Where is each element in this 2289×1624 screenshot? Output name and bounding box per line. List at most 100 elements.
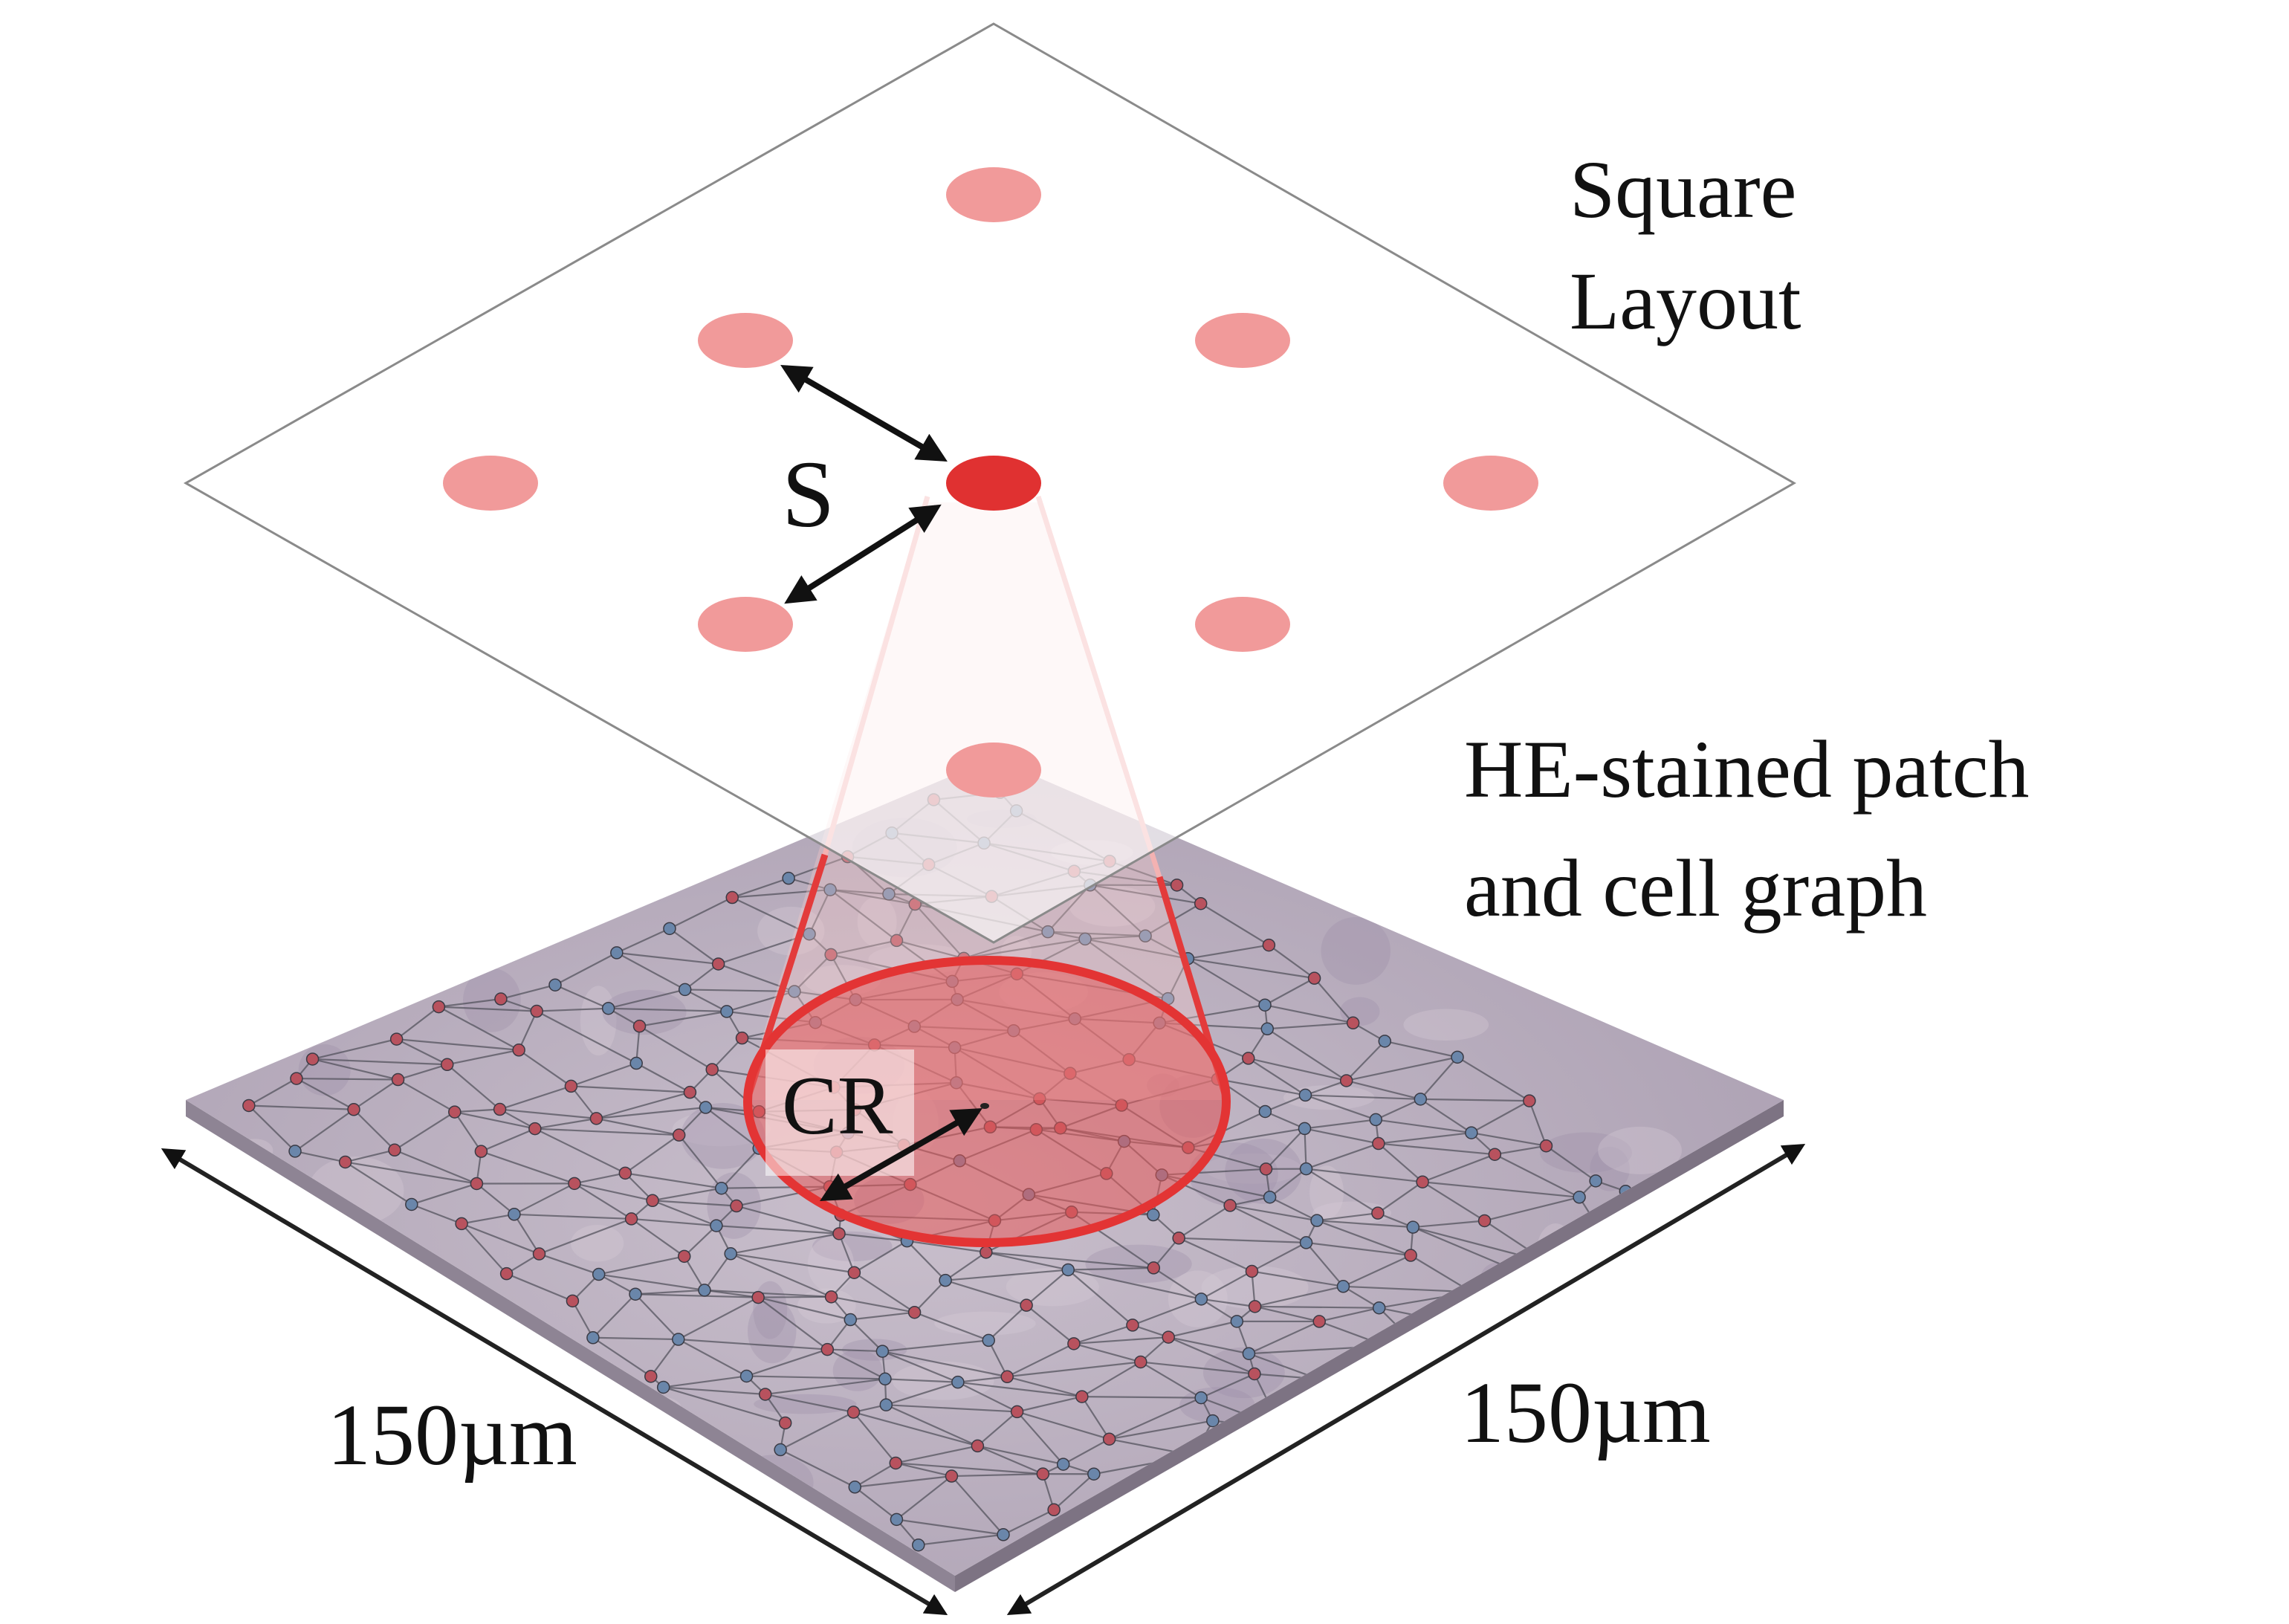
tissue-blob: [1356, 1412, 1393, 1452]
cell-node: [1488, 1148, 1502, 1161]
cell-node: [1194, 1391, 1208, 1405]
cell-node: [1307, 971, 1321, 985]
cell-node: [347, 1103, 360, 1116]
graph-edge: [1313, 977, 1354, 1024]
cell-node: [589, 1112, 603, 1125]
cell-node: [848, 1481, 862, 1494]
graph-edge: [1579, 1261, 1589, 1304]
cell-node: [803, 927, 816, 941]
spacing-arrow-lower: [784, 504, 942, 604]
cell-node: [710, 1219, 723, 1232]
graph-edge: [1264, 977, 1315, 1006]
cell-node: [440, 1058, 454, 1072]
cell-node: [632, 1019, 647, 1033]
tissue-blob: [571, 1225, 624, 1262]
graph-edge: [951, 1475, 1004, 1536]
cell-node: [494, 992, 508, 1006]
cell-node: [739, 1369, 754, 1383]
cell-node: [971, 1439, 985, 1453]
cell-node: [432, 1000, 446, 1014]
cell-node: [1406, 1220, 1420, 1234]
graph-edge: [1466, 1302, 1581, 1327]
cell-node: [678, 983, 692, 997]
cell-node: [508, 1208, 521, 1221]
graph-edge: [396, 1038, 519, 1051]
graph-edge: [1471, 1131, 1547, 1147]
cell-node: [1336, 1280, 1350, 1293]
cell-node: [1075, 1390, 1089, 1403]
cell-node: [724, 1247, 737, 1261]
cell-node: [1263, 1190, 1277, 1204]
spot: [1195, 313, 1290, 368]
graph-edge: [616, 951, 686, 991]
cell-node: [1372, 1301, 1386, 1315]
graph-edge: [312, 1058, 398, 1081]
cell-node: [288, 1145, 302, 1158]
cell-node: [1248, 1367, 1261, 1381]
cell-node: [1541, 1255, 1554, 1269]
graph-edge: [596, 1117, 679, 1136]
graph-edge: [1266, 1028, 1347, 1081]
cell-node: [939, 1273, 952, 1287]
cell-node: [1172, 1232, 1185, 1245]
cell-node: [677, 1249, 691, 1264]
graph-edge: [1345, 1041, 1386, 1081]
cell-node: [715, 1181, 728, 1195]
cell-node: [1056, 1458, 1070, 1471]
cell-node: [1248, 1300, 1262, 1313]
cell-node: [1589, 1174, 1602, 1188]
cell-node: [290, 1072, 303, 1085]
graph-edge: [1248, 1058, 1307, 1096]
graph-edge: [896, 939, 965, 960]
graph-edge: [1200, 902, 1269, 946]
cell-node: [844, 1313, 858, 1327]
cell-node: [644, 1370, 658, 1383]
graph-edge: [1604, 1235, 1729, 1243]
cell-node: [1518, 1267, 1532, 1281]
cell-node: [1574, 1296, 1587, 1310]
graph-edge: [830, 939, 897, 956]
cell-node: [1126, 1319, 1139, 1332]
cell-node: [1477, 1214, 1492, 1228]
graph-edge: [398, 1064, 448, 1081]
cell-node: [499, 1266, 514, 1281]
graph-edge: [554, 984, 609, 1009]
cell-node: [982, 1333, 995, 1348]
cell-node: [1298, 1088, 1312, 1102]
graph-edge: [1378, 1131, 1472, 1145]
cell-node: [1262, 938, 1276, 952]
graph-edge: [1305, 1094, 1421, 1100]
cell-node: [890, 1513, 904, 1527]
tissue-blob: [857, 896, 897, 948]
cell-node: [1573, 1191, 1586, 1204]
graph-edge: [1304, 1119, 1376, 1130]
cell-node: [1339, 1074, 1353, 1087]
graph-edge: [571, 1085, 690, 1093]
cell-node: [388, 1143, 401, 1157]
cell-node: [1230, 1315, 1244, 1328]
graph-edge: [788, 877, 831, 891]
graph-edge: [499, 1085, 572, 1110]
cell-node: [672, 1128, 686, 1142]
tissue-blob: [1524, 1301, 1619, 1330]
graph-edge: [1188, 944, 1269, 960]
cell-node: [1451, 1050, 1464, 1064]
cell-node: [1597, 1229, 1611, 1243]
cell-node: [1369, 1113, 1383, 1127]
graph-edge: [294, 1108, 354, 1152]
graph-edge: [571, 1062, 637, 1087]
cell-node: [758, 1388, 772, 1401]
tissue-blob: [807, 1236, 855, 1293]
graph-edge: [1524, 1261, 1548, 1275]
graph-edge: [669, 896, 733, 930]
graph-edge: [554, 951, 618, 986]
cell-node: [566, 1294, 580, 1308]
graph-edge: [1385, 1040, 1458, 1058]
patch-title-line1: HE-stained patch: [1464, 724, 2030, 815]
cell-node: [882, 887, 896, 901]
cell-node: [1465, 1126, 1478, 1139]
graph-edge: [1419, 1056, 1458, 1100]
cell-node: [1310, 1214, 1324, 1227]
cell-node: [1416, 1175, 1429, 1188]
